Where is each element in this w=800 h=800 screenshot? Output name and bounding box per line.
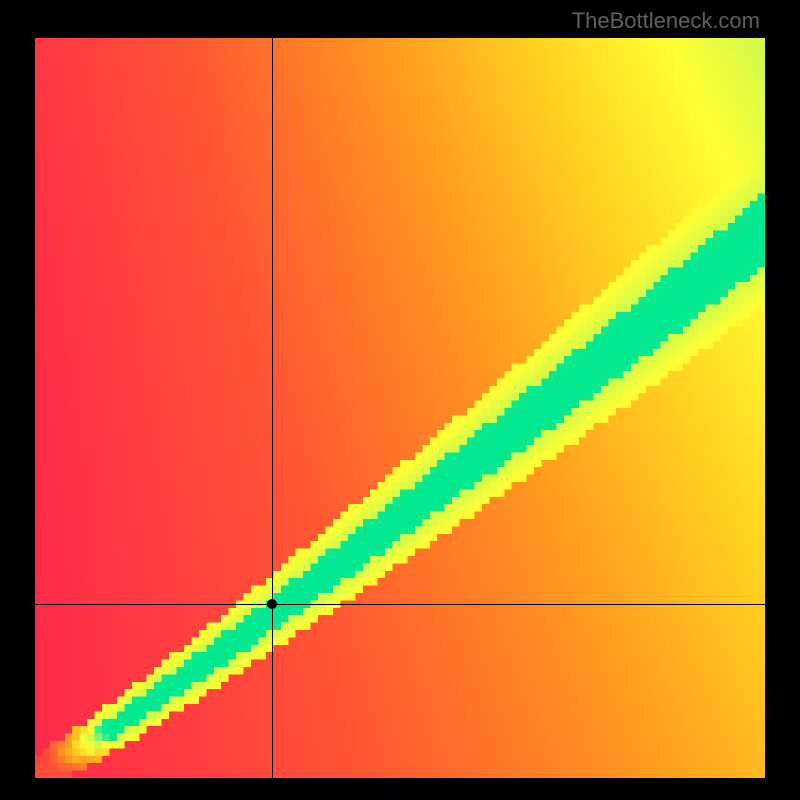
crosshair-vertical (272, 38, 273, 778)
plot-area (35, 38, 765, 778)
heatmap-canvas (35, 38, 765, 778)
watermark: TheBottleneck.com (572, 8, 760, 34)
crosshair-horizontal (35, 604, 765, 605)
chart-container: TheBottleneck.com (0, 0, 800, 800)
marker-dot (267, 599, 277, 609)
